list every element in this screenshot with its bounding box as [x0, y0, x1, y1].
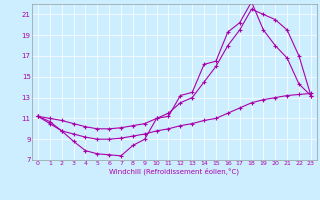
- X-axis label: Windchill (Refroidissement éolien,°C): Windchill (Refroidissement éolien,°C): [109, 168, 239, 175]
